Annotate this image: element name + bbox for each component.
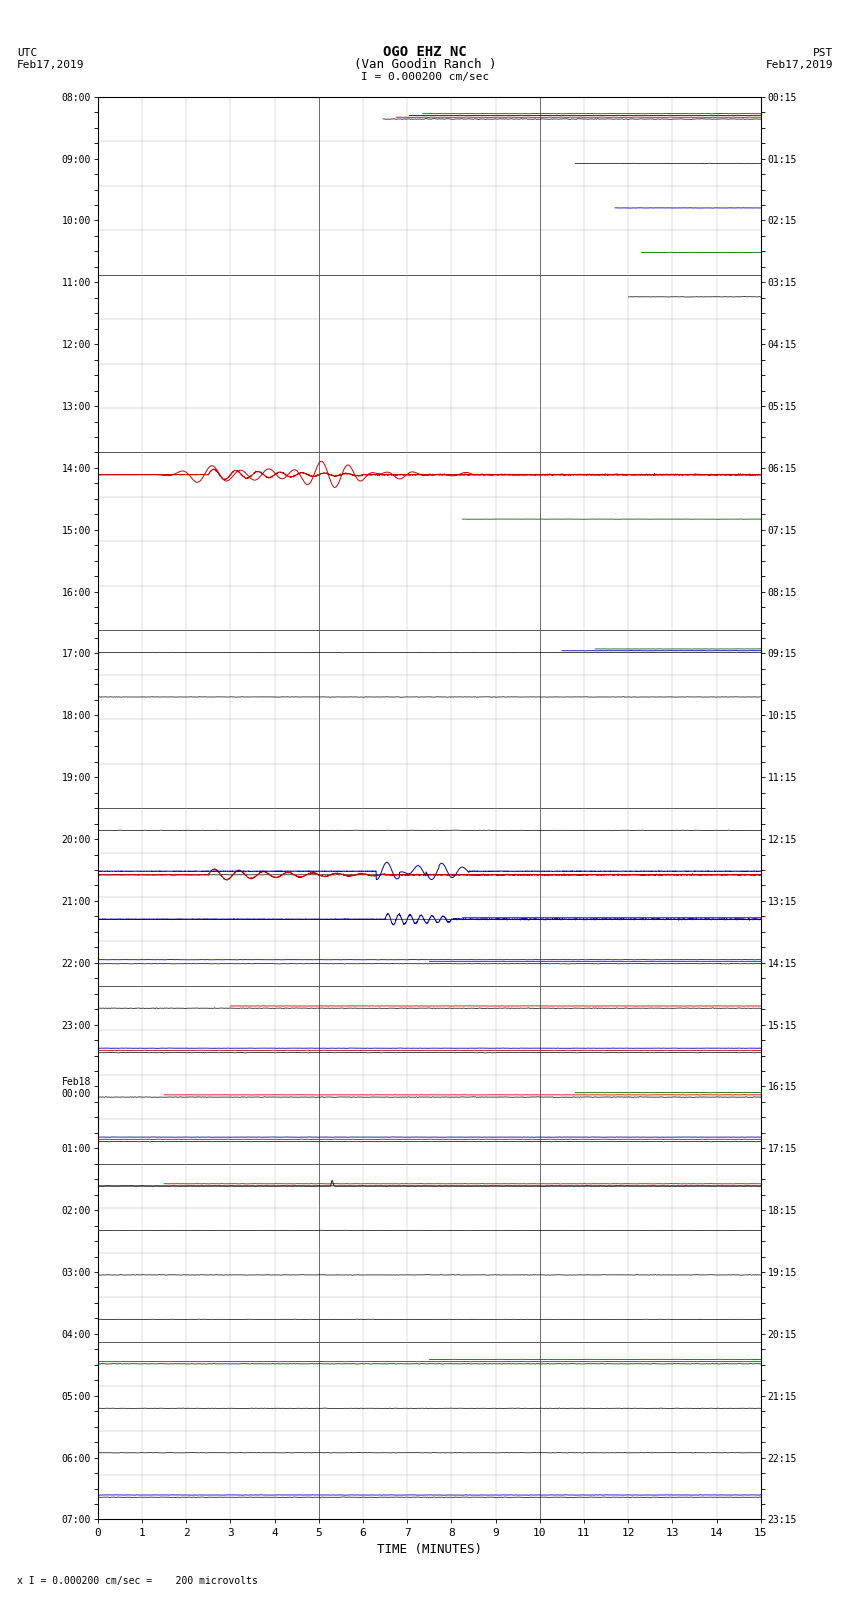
Text: Feb17,2019: Feb17,2019 bbox=[766, 60, 833, 69]
Text: UTC: UTC bbox=[17, 48, 37, 58]
Text: PST: PST bbox=[813, 48, 833, 58]
Text: I = 0.000200 cm/sec: I = 0.000200 cm/sec bbox=[361, 71, 489, 82]
Text: x I = 0.000200 cm/sec =    200 microvolts: x I = 0.000200 cm/sec = 200 microvolts bbox=[17, 1576, 258, 1586]
Text: Feb17,2019: Feb17,2019 bbox=[17, 60, 84, 69]
Text: (Van Goodin Ranch ): (Van Goodin Ranch ) bbox=[354, 58, 496, 71]
X-axis label: TIME (MINUTES): TIME (MINUTES) bbox=[377, 1542, 482, 1555]
Text: OGO EHZ NC: OGO EHZ NC bbox=[383, 45, 467, 60]
